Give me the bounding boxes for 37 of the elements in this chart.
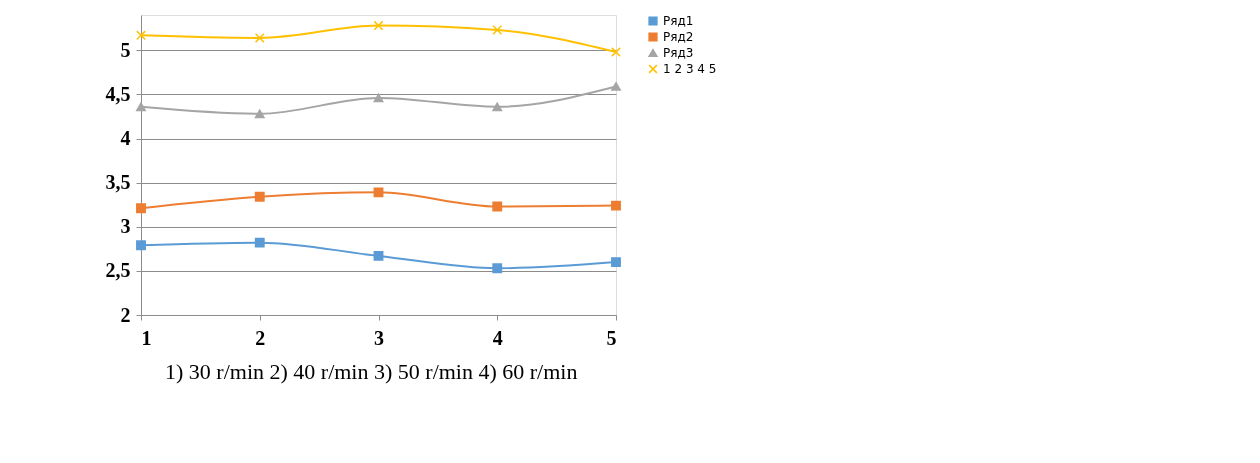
y-tick-label: 3,5 (105, 171, 131, 194)
legend-label: 1 2 3 4 5 (663, 62, 717, 76)
point (254, 191, 265, 202)
legend-label: Ряд2 (663, 30, 694, 44)
point (254, 237, 265, 248)
point (136, 30, 146, 41)
point (492, 102, 503, 112)
point (254, 33, 265, 43)
x-tick-label: 2 (255, 326, 266, 349)
point (373, 20, 384, 31)
y-tick-label: 3 (120, 215, 131, 238)
text: 1) 30 r/min 2) 40 r/min 3) 50 r/min 4) 60 r/min (165, 359, 578, 384)
y-tick-label: 5 (120, 38, 131, 61)
point (611, 82, 621, 91)
point (611, 47, 621, 57)
x-tick-label: 3 (374, 326, 384, 349)
point (373, 187, 384, 198)
y-tick-label: 4,5 (105, 82, 131, 105)
legend-label: Ряд1 (663, 14, 694, 28)
point (373, 93, 384, 103)
point (373, 250, 384, 261)
point (611, 257, 621, 267)
y-tick-label: 2,5 (105, 259, 131, 282)
x-tick-label: 4 (492, 326, 503, 349)
y-tick-label: 2 (120, 303, 131, 326)
point (254, 109, 265, 119)
point (492, 263, 503, 274)
x-tick-label: 5 (606, 326, 617, 349)
y-tick-label: 4 (120, 127, 131, 150)
x-tick-label: 1 (141, 326, 152, 349)
legend-label: Ряд3 (663, 46, 694, 60)
point (611, 200, 621, 211)
point (136, 102, 146, 112)
point (492, 201, 503, 212)
point (136, 240, 146, 251)
point (136, 203, 146, 214)
point (492, 25, 503, 35)
